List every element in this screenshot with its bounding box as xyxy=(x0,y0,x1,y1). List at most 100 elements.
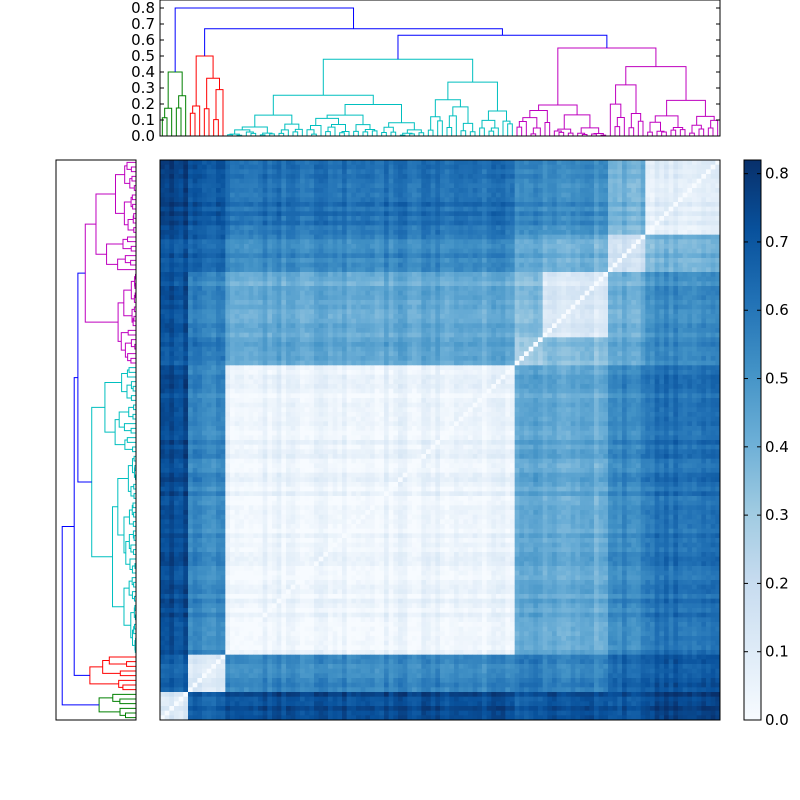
heatmap-cell xyxy=(197,281,203,287)
heatmap-cell xyxy=(248,188,254,194)
heatmap-cell xyxy=(421,304,427,310)
heatmap-cell xyxy=(216,216,222,222)
heatmap-cell xyxy=(174,253,180,259)
heatmap-cell xyxy=(570,220,576,226)
heatmap-cell xyxy=(710,290,716,296)
heatmap-cell xyxy=(542,304,548,310)
heatmap-cell xyxy=(318,323,324,329)
heatmap-cell xyxy=(505,290,511,296)
heatmap-cell xyxy=(561,174,567,180)
heatmap-cell xyxy=(538,258,544,264)
heatmap-cell xyxy=(556,183,562,189)
heatmap-cell xyxy=(477,328,483,334)
heatmap-cell xyxy=(622,160,628,166)
heatmap-cell xyxy=(528,169,534,175)
heatmap-cell xyxy=(659,230,665,236)
heatmap-cell xyxy=(458,253,464,259)
heatmap-cell xyxy=(220,169,226,175)
heatmap-cell xyxy=(239,183,245,189)
heatmap-cell xyxy=(482,286,488,292)
dendrogram-link xyxy=(284,123,300,130)
heatmap-cell xyxy=(248,309,254,315)
heatmap-cell xyxy=(183,202,189,208)
heatmap-cell xyxy=(584,174,590,180)
heatmap-cell xyxy=(188,253,194,259)
heatmap-cell xyxy=(654,253,660,259)
heatmap-cell xyxy=(449,258,455,264)
heatmap-cell xyxy=(351,276,357,282)
heatmap-cell xyxy=(570,314,576,320)
heatmap-cell xyxy=(407,314,413,320)
heatmap-cell xyxy=(276,192,282,198)
heatmap-cell xyxy=(673,206,679,212)
heatmap-cell xyxy=(342,258,348,264)
heatmap-cell xyxy=(318,206,324,212)
heatmap-cell xyxy=(566,253,572,259)
heatmap-cell xyxy=(230,286,236,292)
heatmap-cell xyxy=(566,202,572,208)
heatmap-cell xyxy=(626,337,632,343)
heatmap-cell xyxy=(314,328,320,334)
dendrogram-link xyxy=(529,109,548,123)
dendrogram-link xyxy=(128,367,136,373)
heatmap-cell xyxy=(514,183,520,189)
heatmap-cell xyxy=(356,234,362,240)
heatmap-cell xyxy=(426,295,432,301)
heatmap-cell xyxy=(356,253,362,259)
heatmap-cell xyxy=(402,328,408,334)
heatmap-cell xyxy=(211,342,217,348)
heatmap-cell xyxy=(216,188,222,194)
heatmap-cell xyxy=(454,332,460,338)
heatmap-cell xyxy=(267,164,273,170)
heatmap-cell xyxy=(668,192,674,198)
heatmap-cell xyxy=(449,239,455,245)
heatmap-cell xyxy=(524,286,530,292)
heatmap-cell xyxy=(608,160,614,166)
heatmap-cell xyxy=(650,192,656,198)
heatmap-cell xyxy=(500,202,506,208)
heatmap-cell xyxy=(332,314,338,320)
heatmap-cell xyxy=(500,300,506,306)
heatmap-cell xyxy=(533,197,539,203)
heatmap-cell xyxy=(486,328,492,334)
dendrogram-link xyxy=(119,707,136,716)
heatmap-cell xyxy=(654,164,660,170)
heatmap-cell xyxy=(234,183,240,189)
heatmap-cell xyxy=(407,234,413,240)
heatmap-cell xyxy=(556,211,562,217)
heatmap-cell xyxy=(192,188,198,194)
heatmap-cell xyxy=(276,290,282,296)
heatmap-cell xyxy=(589,318,595,324)
heatmap-cell xyxy=(687,309,693,315)
heatmap-cell xyxy=(192,174,198,180)
heatmap-cell xyxy=(281,314,287,320)
heatmap-cell xyxy=(435,230,441,236)
heatmap-cell xyxy=(346,337,352,343)
heatmap-cell xyxy=(402,300,408,306)
heatmap-cell xyxy=(426,164,432,170)
heatmap-cell xyxy=(505,225,511,231)
heatmap-cell xyxy=(211,239,217,245)
heatmap-cell xyxy=(323,304,329,310)
heatmap-cell xyxy=(342,290,348,296)
heatmap-cell xyxy=(552,300,558,306)
heatmap-cell xyxy=(538,178,544,184)
heatmap-cell xyxy=(216,337,222,343)
heatmap-cell xyxy=(267,262,273,268)
heatmap-cell xyxy=(444,216,450,222)
heatmap-cell xyxy=(682,309,688,315)
heatmap-cell xyxy=(556,323,562,329)
heatmap-cell xyxy=(594,262,600,268)
heatmap-cell xyxy=(174,342,180,348)
heatmap-cell xyxy=(188,290,194,296)
heatmap-cell xyxy=(477,286,483,292)
heatmap-cell xyxy=(696,290,702,296)
heatmap-cell xyxy=(692,169,698,175)
heatmap-cell xyxy=(304,178,310,184)
heatmap-cell xyxy=(239,304,245,310)
heatmap-cell xyxy=(412,276,418,282)
heatmap-cell xyxy=(384,197,390,203)
heatmap-cell xyxy=(393,332,399,338)
heatmap-cell xyxy=(477,309,483,315)
heatmap-cell xyxy=(650,188,656,194)
